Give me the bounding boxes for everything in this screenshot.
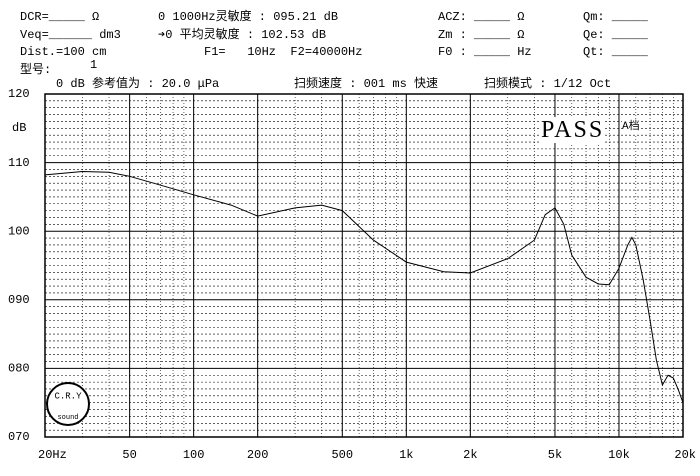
header-text: ➔0 平均灵敏度 : 102.53 dB	[158, 28, 327, 42]
header-text: DCR=_____ Ω	[20, 10, 100, 24]
header-text: Qm: _____	[583, 10, 648, 24]
header-text: Veq=______ dm3	[20, 28, 121, 42]
header-text: Qe: _____	[583, 28, 648, 42]
x-tick-label: 100	[183, 448, 205, 462]
y-tick-label: 100	[8, 224, 30, 238]
model-label: 型号:	[20, 63, 52, 77]
header-text: F0 : _____ Hz	[438, 45, 532, 59]
header-text: ACZ: _____ Ω	[438, 10, 525, 24]
y-tick-label: 120	[8, 87, 30, 101]
logo-text: C.R.Y	[54, 391, 82, 401]
y-tick-label: 110	[8, 156, 30, 170]
x-tick-label: 200	[247, 448, 269, 462]
header-text: 扫频模式 : 1/12 Oct	[484, 77, 612, 91]
logo-circle	[46, 382, 90, 426]
x-tick-label: 5k	[548, 448, 562, 462]
response-curve	[44, 170, 684, 403]
plot-frame	[44, 93, 684, 438]
x-tick-label: 2k	[463, 448, 477, 462]
y-tick-label: 080	[8, 362, 30, 376]
header-text: Qt: _____	[583, 45, 648, 59]
x-tick-label: 500	[331, 448, 353, 462]
header-text: Zm : _____ Ω	[438, 28, 525, 42]
x-tick-label: 10k	[608, 448, 630, 462]
x-tick-label: 50	[122, 448, 136, 462]
x-tick-label: 1k	[399, 448, 413, 462]
pass-status: PASS	[541, 117, 605, 143]
y-tick-label: 070	[8, 430, 30, 444]
header-text: Dist.=100 cm	[20, 45, 107, 59]
logo: C.R.Y sound	[46, 382, 90, 426]
y-tick-label: 090	[8, 293, 30, 307]
header-text: F1= 10Hz F2=40000Hz	[204, 45, 363, 59]
header-text: 0 dB 参考值为 : 20.0 μPa	[56, 77, 220, 91]
y-axis-label: dB	[12, 121, 26, 135]
x-tick-label: 20Hz	[38, 448, 67, 462]
logo-text: sound	[57, 414, 78, 422]
model-value: 1	[90, 58, 98, 72]
header-text: 扫频速度 : 001 ms 快速	[294, 77, 439, 91]
header-text: 0 1000Hz灵敏度 : 095.21 dB	[158, 10, 339, 24]
grade-label: A档	[622, 120, 640, 134]
x-tick-label: 20k	[674, 448, 696, 462]
